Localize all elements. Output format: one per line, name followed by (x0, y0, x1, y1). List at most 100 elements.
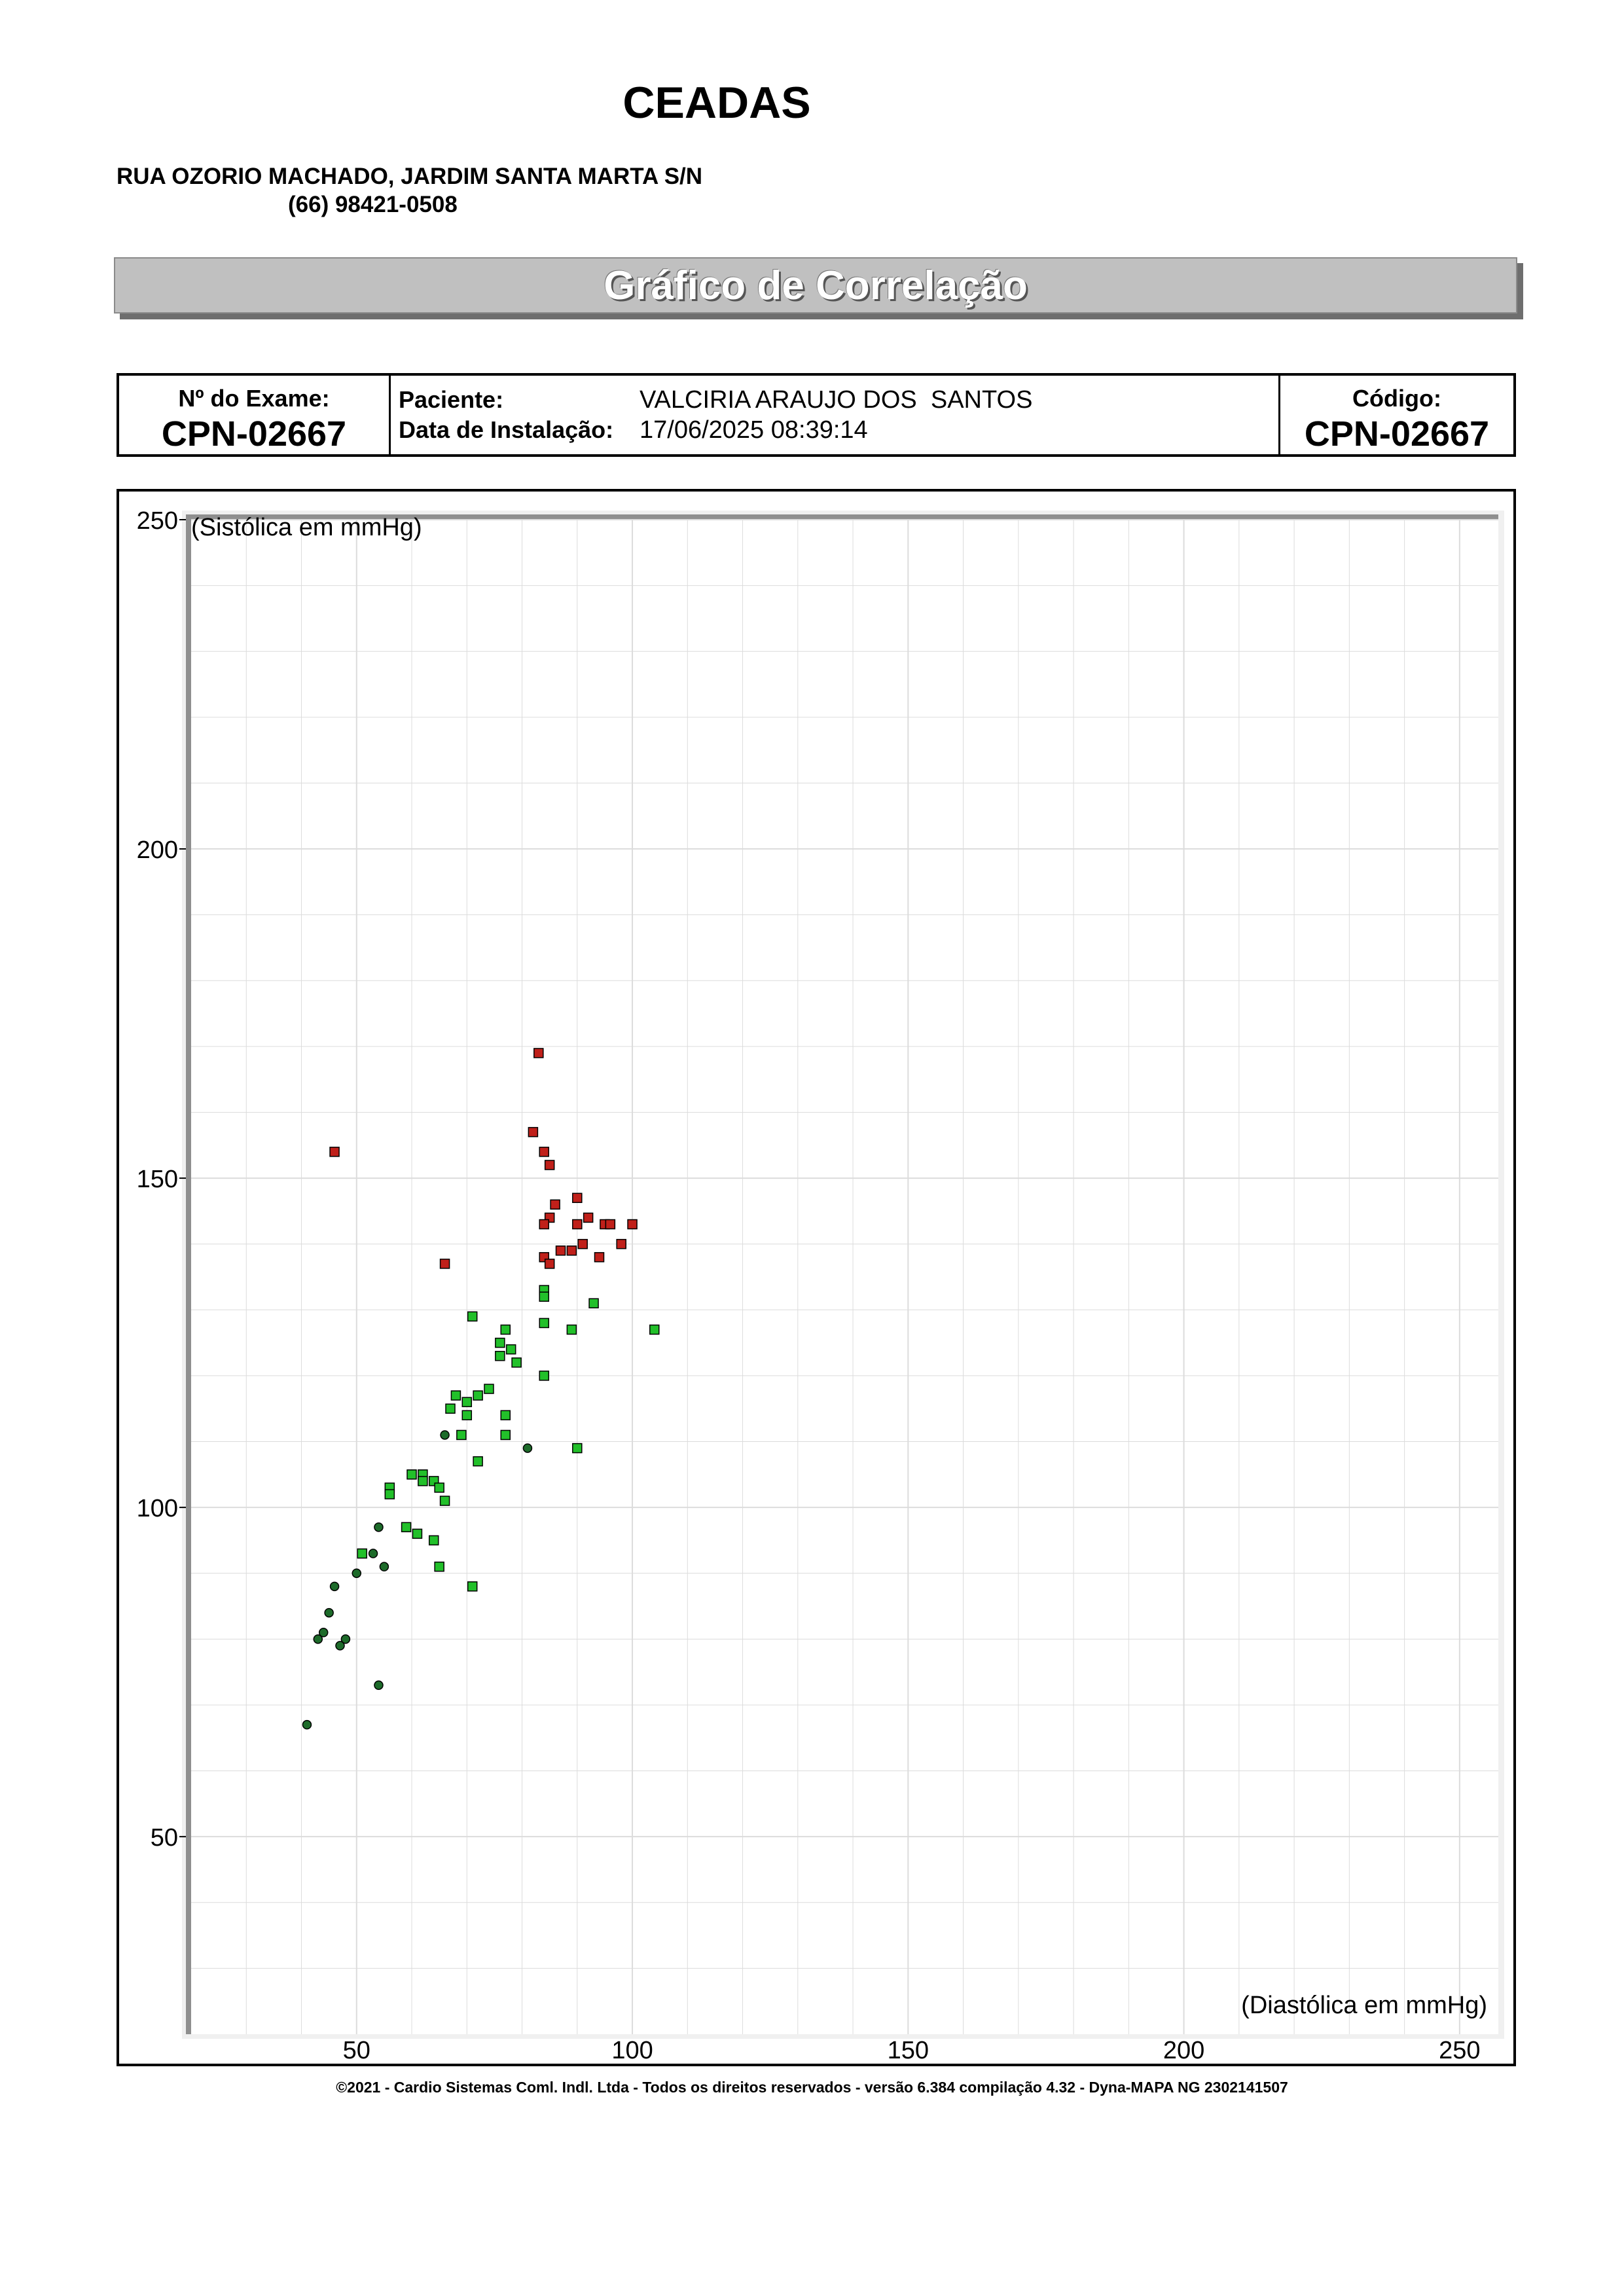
data-point-square (594, 1252, 605, 1263)
data-point-square (566, 1324, 577, 1335)
data-point-square (473, 1390, 483, 1401)
y-tick-label: 50 (151, 1824, 178, 1852)
data-point-circle (340, 1634, 351, 1644)
data-point-square (588, 1298, 599, 1308)
data-point-square (539, 1371, 549, 1381)
copyright-footer: ©2021 - Cardio Sistemas Coml. Indl. Ltda… (336, 2079, 1288, 2096)
data-point-square (461, 1397, 473, 1407)
data-point-square (495, 1337, 505, 1348)
data-point-square (539, 1291, 549, 1302)
data-point-square (467, 1311, 478, 1322)
data-points (302, 1048, 660, 1730)
data-point-square (511, 1357, 522, 1368)
data-point-square (555, 1246, 566, 1256)
patient-value: VALCIRIA ARAUJO DOS SANTOS (640, 386, 1033, 414)
code-cell: Código: CPN-02667 (1280, 376, 1513, 454)
data-point-square (461, 1410, 473, 1421)
organization-name: CEADAS (623, 78, 811, 128)
data-point-square (505, 1344, 516, 1355)
axis-ticks: 50 100 150 200 250 50 100 150 200 250 (137, 507, 1481, 2064)
data-point-circle (329, 1581, 340, 1592)
exam-info-box: Nº do Exame: CPN-02667 Paciente: VALCIRI… (117, 373, 1516, 457)
patient-row: Paciente: VALCIRIA ARAUJO DOS SANTOS (399, 385, 1278, 415)
data-point-square (539, 1219, 549, 1230)
data-point-square (456, 1429, 467, 1441)
data-point-circle (335, 1641, 345, 1651)
x-tick-label: 250 (1439, 2037, 1480, 2064)
x-tick-label: 200 (1163, 2037, 1204, 2064)
data-point-square (566, 1246, 577, 1256)
data-point-square (539, 1318, 549, 1329)
data-point-circle (318, 1628, 329, 1638)
data-point-square (572, 1443, 583, 1454)
data-point-square (450, 1390, 461, 1401)
install-date-row: Data de Instalação: 17/06/2025 08:39:14 (399, 415, 1278, 445)
data-point-square (627, 1219, 638, 1230)
data-point-circle (368, 1549, 378, 1558)
data-point-square (329, 1147, 340, 1157)
data-point-circle (313, 1634, 323, 1644)
data-point-square (550, 1199, 560, 1210)
report-title: Gráfico de Correlação (604, 262, 1028, 308)
data-point-square (434, 1561, 444, 1572)
data-point-square (572, 1219, 583, 1230)
data-point-square (649, 1324, 660, 1335)
data-point-square (539, 1147, 549, 1157)
y-axis-label: (Sistólica em mmHg) (191, 514, 422, 541)
data-point-square (616, 1238, 626, 1249)
code-value: CPN-02667 (1304, 414, 1490, 454)
install-date-value: 17/06/2025 08:39:14 (640, 416, 868, 444)
data-point-square (401, 1522, 412, 1533)
report-title-banner: Gráfico de Correlação (114, 257, 1517, 314)
data-point-circle (352, 1568, 362, 1578)
grid-lines (191, 519, 1498, 2034)
data-point-square (533, 1048, 544, 1058)
x-tick-label: 100 (611, 2037, 653, 2064)
data-point-square (384, 1489, 395, 1499)
data-point-square (439, 1259, 450, 1269)
data-point-square (500, 1410, 511, 1421)
data-point-square (445, 1403, 456, 1414)
organization-phone: (66) 98421-0508 (288, 192, 458, 217)
exam-number-cell: Nº do Exame: CPN-02667 (119, 376, 391, 454)
data-point-square (439, 1496, 450, 1506)
y-tick-label: 150 (137, 1166, 178, 1193)
data-point-square (434, 1482, 444, 1493)
data-point-circle (440, 1430, 450, 1440)
data-point-square (428, 1535, 439, 1546)
data-point-square (577, 1238, 588, 1249)
x-axis-label: (Diastólica em mmHg) (1241, 1992, 1487, 2019)
exam-number-value: CPN-02667 (161, 414, 347, 454)
exam-number-label: Nº do Exame: (178, 385, 330, 412)
plot-area (191, 520, 1498, 2034)
data-point-square (467, 1581, 478, 1592)
data-point-circle (522, 1443, 533, 1453)
data-point-circle (302, 1719, 312, 1730)
y-tick-label: 250 (137, 507, 178, 535)
data-point-square (605, 1219, 616, 1230)
data-point-square (418, 1476, 428, 1486)
correlation-scatter-chart: 50 100 150 200 250 50 100 150 200 250 (Sistólica … (137, 507, 1504, 2064)
data-point-square (500, 1429, 511, 1441)
data-point-square (544, 1259, 555, 1269)
y-tick-label: 200 (137, 836, 178, 864)
data-point-circle (379, 1562, 389, 1571)
data-point-square (572, 1193, 583, 1204)
organization-address: RUA OZORIO MACHADO, JARDIM SANTA MARTA S… (117, 164, 703, 189)
patient-label: Paciente: (399, 386, 504, 413)
data-point-square (484, 1384, 494, 1394)
data-point-square (500, 1324, 511, 1335)
data-point-circle (374, 1522, 384, 1532)
data-point-square (528, 1126, 539, 1138)
data-point-square (412, 1528, 423, 1539)
install-date-label: Data de Instalação: (399, 416, 614, 443)
code-label: Código: (1352, 385, 1441, 412)
data-point-square (544, 1160, 555, 1170)
data-point-square (357, 1548, 367, 1559)
data-point-square (406, 1469, 417, 1480)
patient-cell: Paciente: VALCIRIA ARAUJO DOS SANTOS Dat… (391, 376, 1280, 454)
data-point-square (583, 1212, 594, 1223)
data-point-circle (324, 1607, 334, 1618)
data-point-square (495, 1350, 505, 1361)
x-tick-label: 50 (343, 2037, 370, 2064)
